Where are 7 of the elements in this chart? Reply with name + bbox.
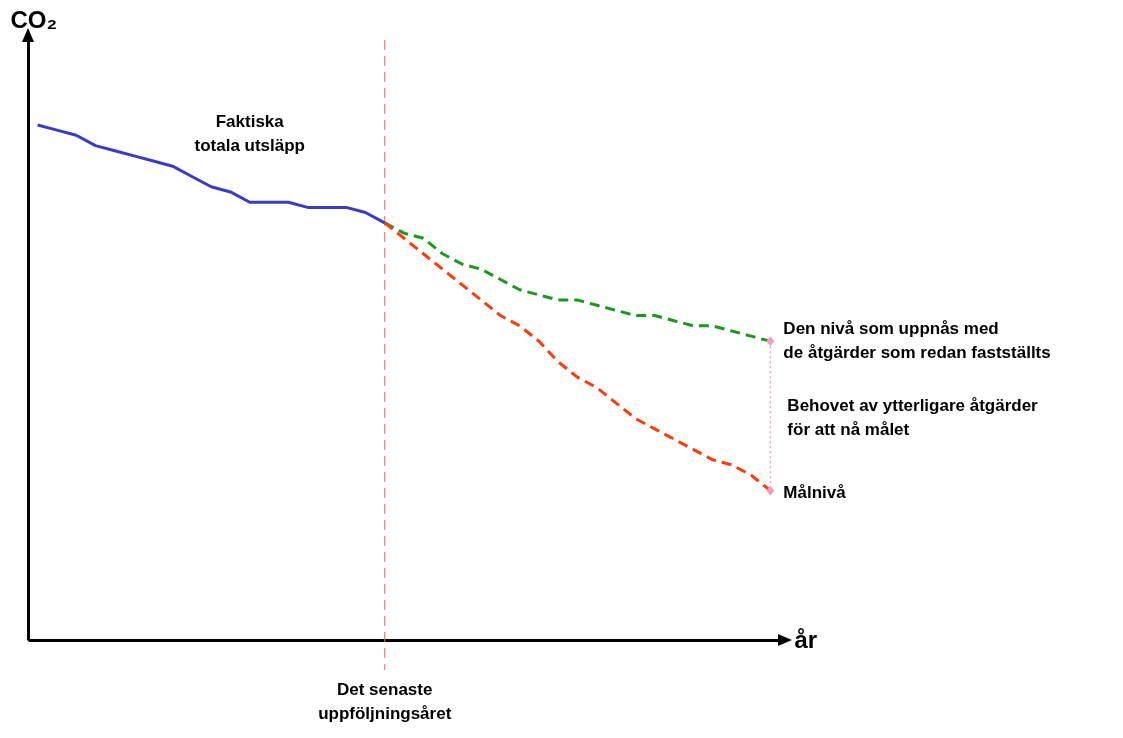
- text: Den nivå som uppnås med de åtgärder som redan fastställts: [783, 319, 1051, 363]
- text: Det senaste uppföljningsåret: [318, 680, 452, 723]
- text: Behovet av ytterligare åtgärder för att nå målet: [787, 395, 1039, 439]
- x-axis-title: år: [794, 625, 818, 653]
- text: Målnivå: [783, 482, 847, 502]
- y-axis-title: CO₂: [10, 5, 58, 33]
- annotation: Faktiska totala utsläpp: [194, 112, 305, 156]
